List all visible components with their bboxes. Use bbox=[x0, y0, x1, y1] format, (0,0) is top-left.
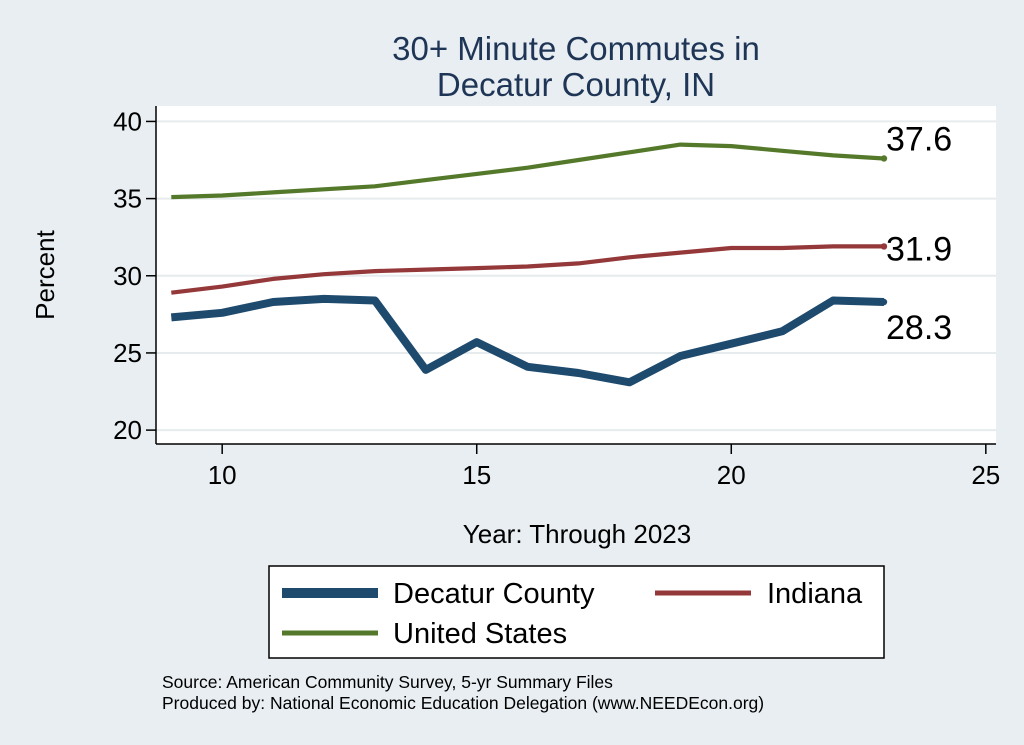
legend-label-decatur-county: Decatur County bbox=[393, 578, 595, 610]
series-line-indiana bbox=[171, 244, 884, 295]
y-axis-ticks: 20 25 30 35 40 bbox=[113, 106, 156, 445]
y-axis-title: Percent bbox=[30, 229, 60, 319]
legend-box bbox=[268, 565, 885, 659]
producer-note: Produced by: National Economic Education… bbox=[162, 693, 764, 713]
end-point-united-states bbox=[880, 155, 888, 162]
end-point-decatur-county bbox=[880, 298, 888, 306]
x-tick-label-20: 20 bbox=[717, 460, 746, 490]
end-label-indiana: 31.9 bbox=[886, 230, 952, 268]
x-tick-label-10: 10 bbox=[208, 460, 237, 490]
legend-label-united-states: United States bbox=[393, 618, 567, 650]
y-tick-label-30: 30 bbox=[113, 261, 142, 291]
source-note: Source: American Community Survey, 5-yr … bbox=[162, 672, 613, 692]
end-point-indiana bbox=[880, 243, 888, 250]
y-tick-label-40: 40 bbox=[113, 106, 142, 136]
y-tick-label-35: 35 bbox=[113, 184, 142, 214]
x-tick-label-25: 25 bbox=[971, 460, 1000, 490]
x-axis-ticks: 10 15 20 25 bbox=[208, 444, 1000, 490]
end-label-united-states: 37.6 bbox=[886, 120, 952, 158]
x-axis-title: Year: Through 2023 bbox=[463, 519, 691, 549]
end-label-decatur-county: 28.3 bbox=[886, 309, 952, 347]
series-line-united-states bbox=[171, 142, 885, 200]
x-tick-label-15: 15 bbox=[462, 460, 491, 490]
y-tick-label-25: 25 bbox=[113, 338, 142, 368]
y-tick-label-20: 20 bbox=[113, 415, 142, 445]
chart-title-line-1: 30+ Minute Commutes in bbox=[392, 30, 760, 67]
legend-label-indiana: Indiana bbox=[767, 578, 863, 610]
chart-title-line-2: Decatur County, IN bbox=[437, 66, 715, 103]
series-lines bbox=[170, 142, 888, 387]
series-line-decatur-county bbox=[170, 294, 885, 387]
end-labels: 37.6 31.9 28.3 bbox=[886, 120, 952, 347]
legend: Decatur County Indiana United States bbox=[268, 565, 885, 659]
